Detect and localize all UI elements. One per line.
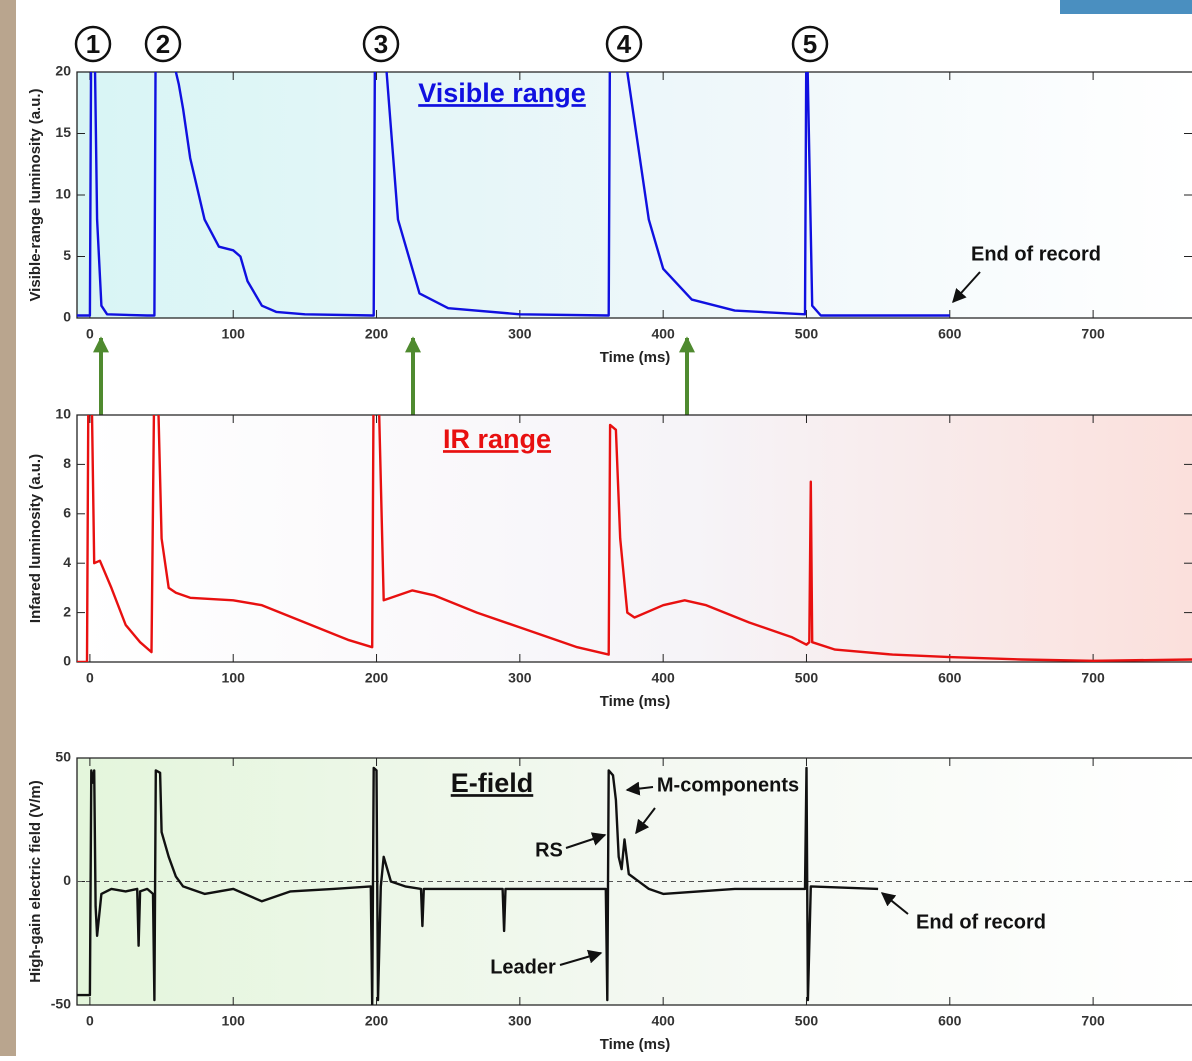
panel-title: E-field <box>451 768 534 798</box>
y-tick-label: 15 <box>55 124 71 140</box>
plot-area <box>77 415 1192 662</box>
y-tick-label: 0 <box>63 653 71 669</box>
x-tick-label: 200 <box>365 1013 389 1029</box>
stroke-marker: 3 <box>374 29 388 59</box>
annotation-arrow <box>880 892 909 915</box>
annotation: End of record <box>971 243 1101 265</box>
y-tick-label: 8 <box>63 455 71 471</box>
panel-title: Visible range <box>418 78 586 108</box>
stroke-marker-circle <box>791 25 829 63</box>
x-tick-label: 0 <box>86 326 94 342</box>
x-axis-label: Time (ms) <box>600 349 671 366</box>
annotation-arrow <box>952 271 981 304</box>
photo-edge <box>0 0 16 1056</box>
x-tick-label: 0 <box>86 1013 94 1029</box>
y-tick-label: 50 <box>55 749 71 765</box>
x-tick-label: 100 <box>222 326 246 342</box>
stroke-marker: 1 <box>86 29 100 59</box>
y-tick-label: 4 <box>63 554 71 570</box>
stroke-marker: 4 <box>617 29 632 59</box>
stroke-marker: 5 <box>803 29 817 59</box>
x-axis-label: Time (ms) <box>600 693 671 710</box>
x-tick-label: 100 <box>222 1013 246 1029</box>
data-line <box>77 415 1192 662</box>
x-tick-label: 200 <box>365 670 389 686</box>
x-tick-label: 600 <box>938 1013 962 1029</box>
y-tick-label: 0 <box>63 872 71 888</box>
y-tick-label: 5 <box>63 247 71 263</box>
x-tick-label: 400 <box>651 326 675 342</box>
x-tick-label: 300 <box>508 326 532 342</box>
x-tick-label: 600 <box>938 670 962 686</box>
y-tick-label: 10 <box>55 186 71 202</box>
x-tick-label: 200 <box>365 326 389 342</box>
x-tick-label: 600 <box>938 326 962 342</box>
panel-title: IR range <box>443 424 551 454</box>
series <box>77 72 950 317</box>
annotation-arrow <box>625 781 654 796</box>
y-axis-label: High-gain electric field (V/m) <box>27 780 44 983</box>
annotation: M-components <box>657 774 799 796</box>
series <box>77 766 879 1005</box>
x-tick-label: 500 <box>795 326 819 342</box>
panel: 0 100 200 300 400 500 600 700 0 2 4 6 8 10 Time (ms) In… <box>27 406 1192 710</box>
x-tick-label: 500 <box>795 670 819 686</box>
y-tick-label: -50 <box>51 996 71 1012</box>
stroke-marker-circle <box>605 25 643 63</box>
x-tick-label: 700 <box>1081 326 1105 342</box>
series <box>77 415 1192 662</box>
panel: 0 100 200 300 400 500 600 700 -50 0 50 Time (ms) Hig… <box>27 749 1192 1053</box>
data-line <box>77 72 950 317</box>
stroke-marker-circle <box>74 25 112 63</box>
stroke-marker-circle <box>144 25 182 63</box>
x-axis-label: Time (ms) <box>600 1036 671 1053</box>
annotation: End of record <box>916 911 1046 933</box>
y-tick-label: 6 <box>63 505 71 521</box>
data-line <box>77 766 879 1005</box>
annotation-arrow <box>635 807 656 835</box>
y-tick-label: 2 <box>63 603 71 619</box>
annotation-arrow <box>565 832 607 849</box>
x-tick-label: 300 <box>508 1013 532 1029</box>
photo-edge <box>1060 0 1192 14</box>
axis-frame <box>76 414 1192 663</box>
annotation: Leader <box>490 956 556 978</box>
annotation-arrow <box>559 949 603 966</box>
x-tick-label: 500 <box>795 1013 819 1029</box>
plot-area <box>77 72 1192 318</box>
x-tick-label: 700 <box>1081 670 1105 686</box>
x-tick-label: 700 <box>1081 1013 1105 1029</box>
annotation: RS <box>535 839 563 861</box>
x-tick-label: 100 <box>222 670 246 686</box>
y-tick-label: 10 <box>55 406 71 422</box>
y-axis-label: Infared luminosity (a.u.) <box>27 454 44 623</box>
y-tick-label: 20 <box>55 63 71 79</box>
y-axis-label: Visible-range luminosity (a.u.) <box>27 88 44 301</box>
x-tick-label: 300 <box>508 670 532 686</box>
x-tick-label: 400 <box>651 1013 675 1029</box>
y-tick-label: 0 <box>63 309 71 325</box>
x-tick-label: 400 <box>651 670 675 686</box>
stroke-marker-circle <box>362 25 400 63</box>
stroke-marker: 2 <box>156 29 170 59</box>
x-tick-label: 0 <box>86 670 94 686</box>
